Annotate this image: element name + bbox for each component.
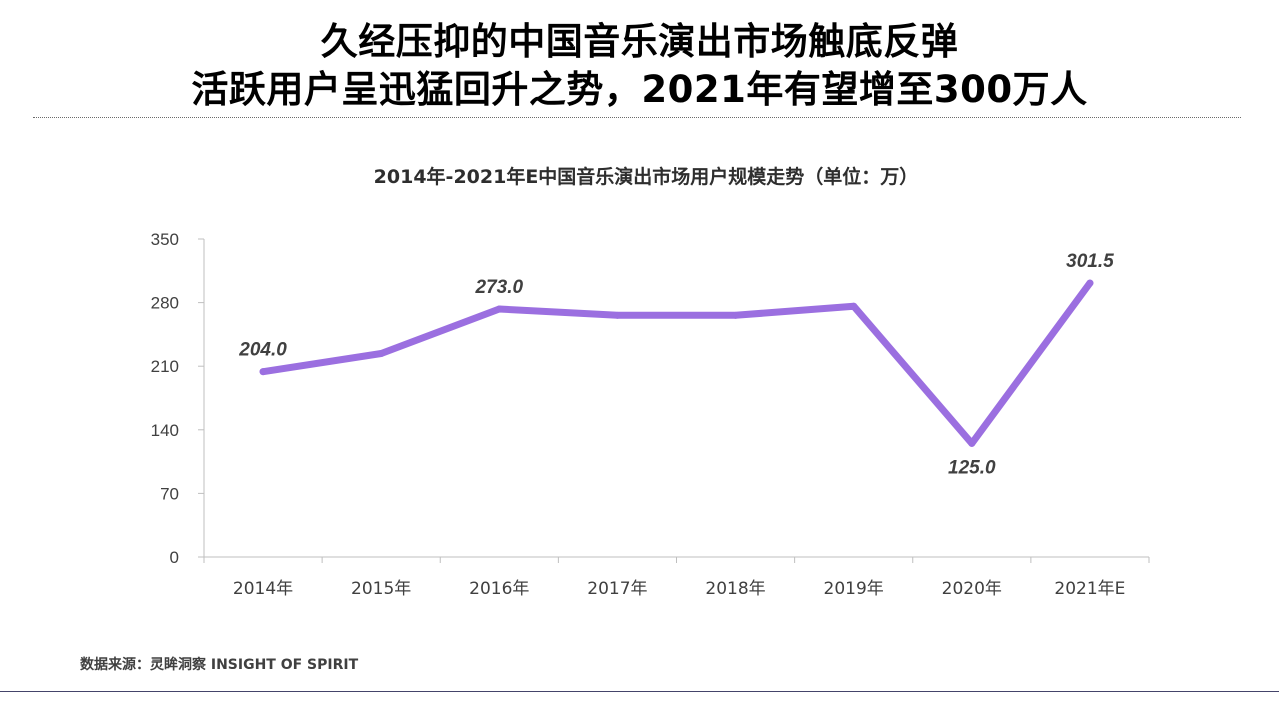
x-tick-label: 2016年	[469, 579, 529, 599]
data-point	[614, 312, 621, 319]
x-tick-label: 2018年	[705, 579, 765, 599]
y-tick-label: 140	[151, 421, 179, 440]
y-tick-label: 210	[151, 357, 179, 376]
series-line	[263, 283, 1090, 443]
x-tick-label: 2015年	[351, 579, 411, 599]
data-label: 125.0	[948, 457, 996, 478]
data-label: 301.5	[1066, 251, 1114, 272]
y-tick-label: 350	[151, 230, 179, 249]
data-label: 273.0	[475, 277, 524, 298]
x-tick-label: 2017年	[587, 579, 647, 599]
x-tick-label: 2019年	[824, 579, 884, 599]
data-point	[496, 305, 503, 312]
source-note: 数据来源：灵眸洞察 INSIGHT OF SPIRIT	[80, 655, 358, 675]
data-point	[850, 303, 857, 310]
chart-series	[260, 280, 1094, 447]
y-tick-label: 0	[170, 548, 179, 567]
data-point	[968, 440, 975, 447]
y-tick-label: 280	[151, 294, 179, 313]
data-point	[378, 350, 385, 357]
footer-divider	[0, 691, 1279, 692]
chart-axes: 0 70 140 210 280 350 2014年 2015年 2016年 2017年 2018年…	[151, 230, 1149, 599]
x-tick-label: 2020年	[942, 579, 1002, 599]
data-point	[260, 368, 267, 375]
x-tick-label: 2014年	[233, 579, 293, 599]
data-point	[1086, 280, 1093, 287]
x-tick-label: 2021年E	[1054, 579, 1125, 599]
y-tick-label: 70	[160, 484, 179, 503]
data-point	[732, 312, 739, 319]
chart-data-labels: 204.0 273.0 125.0 301.5	[238, 251, 1114, 478]
data-label: 204.0	[238, 340, 287, 361]
